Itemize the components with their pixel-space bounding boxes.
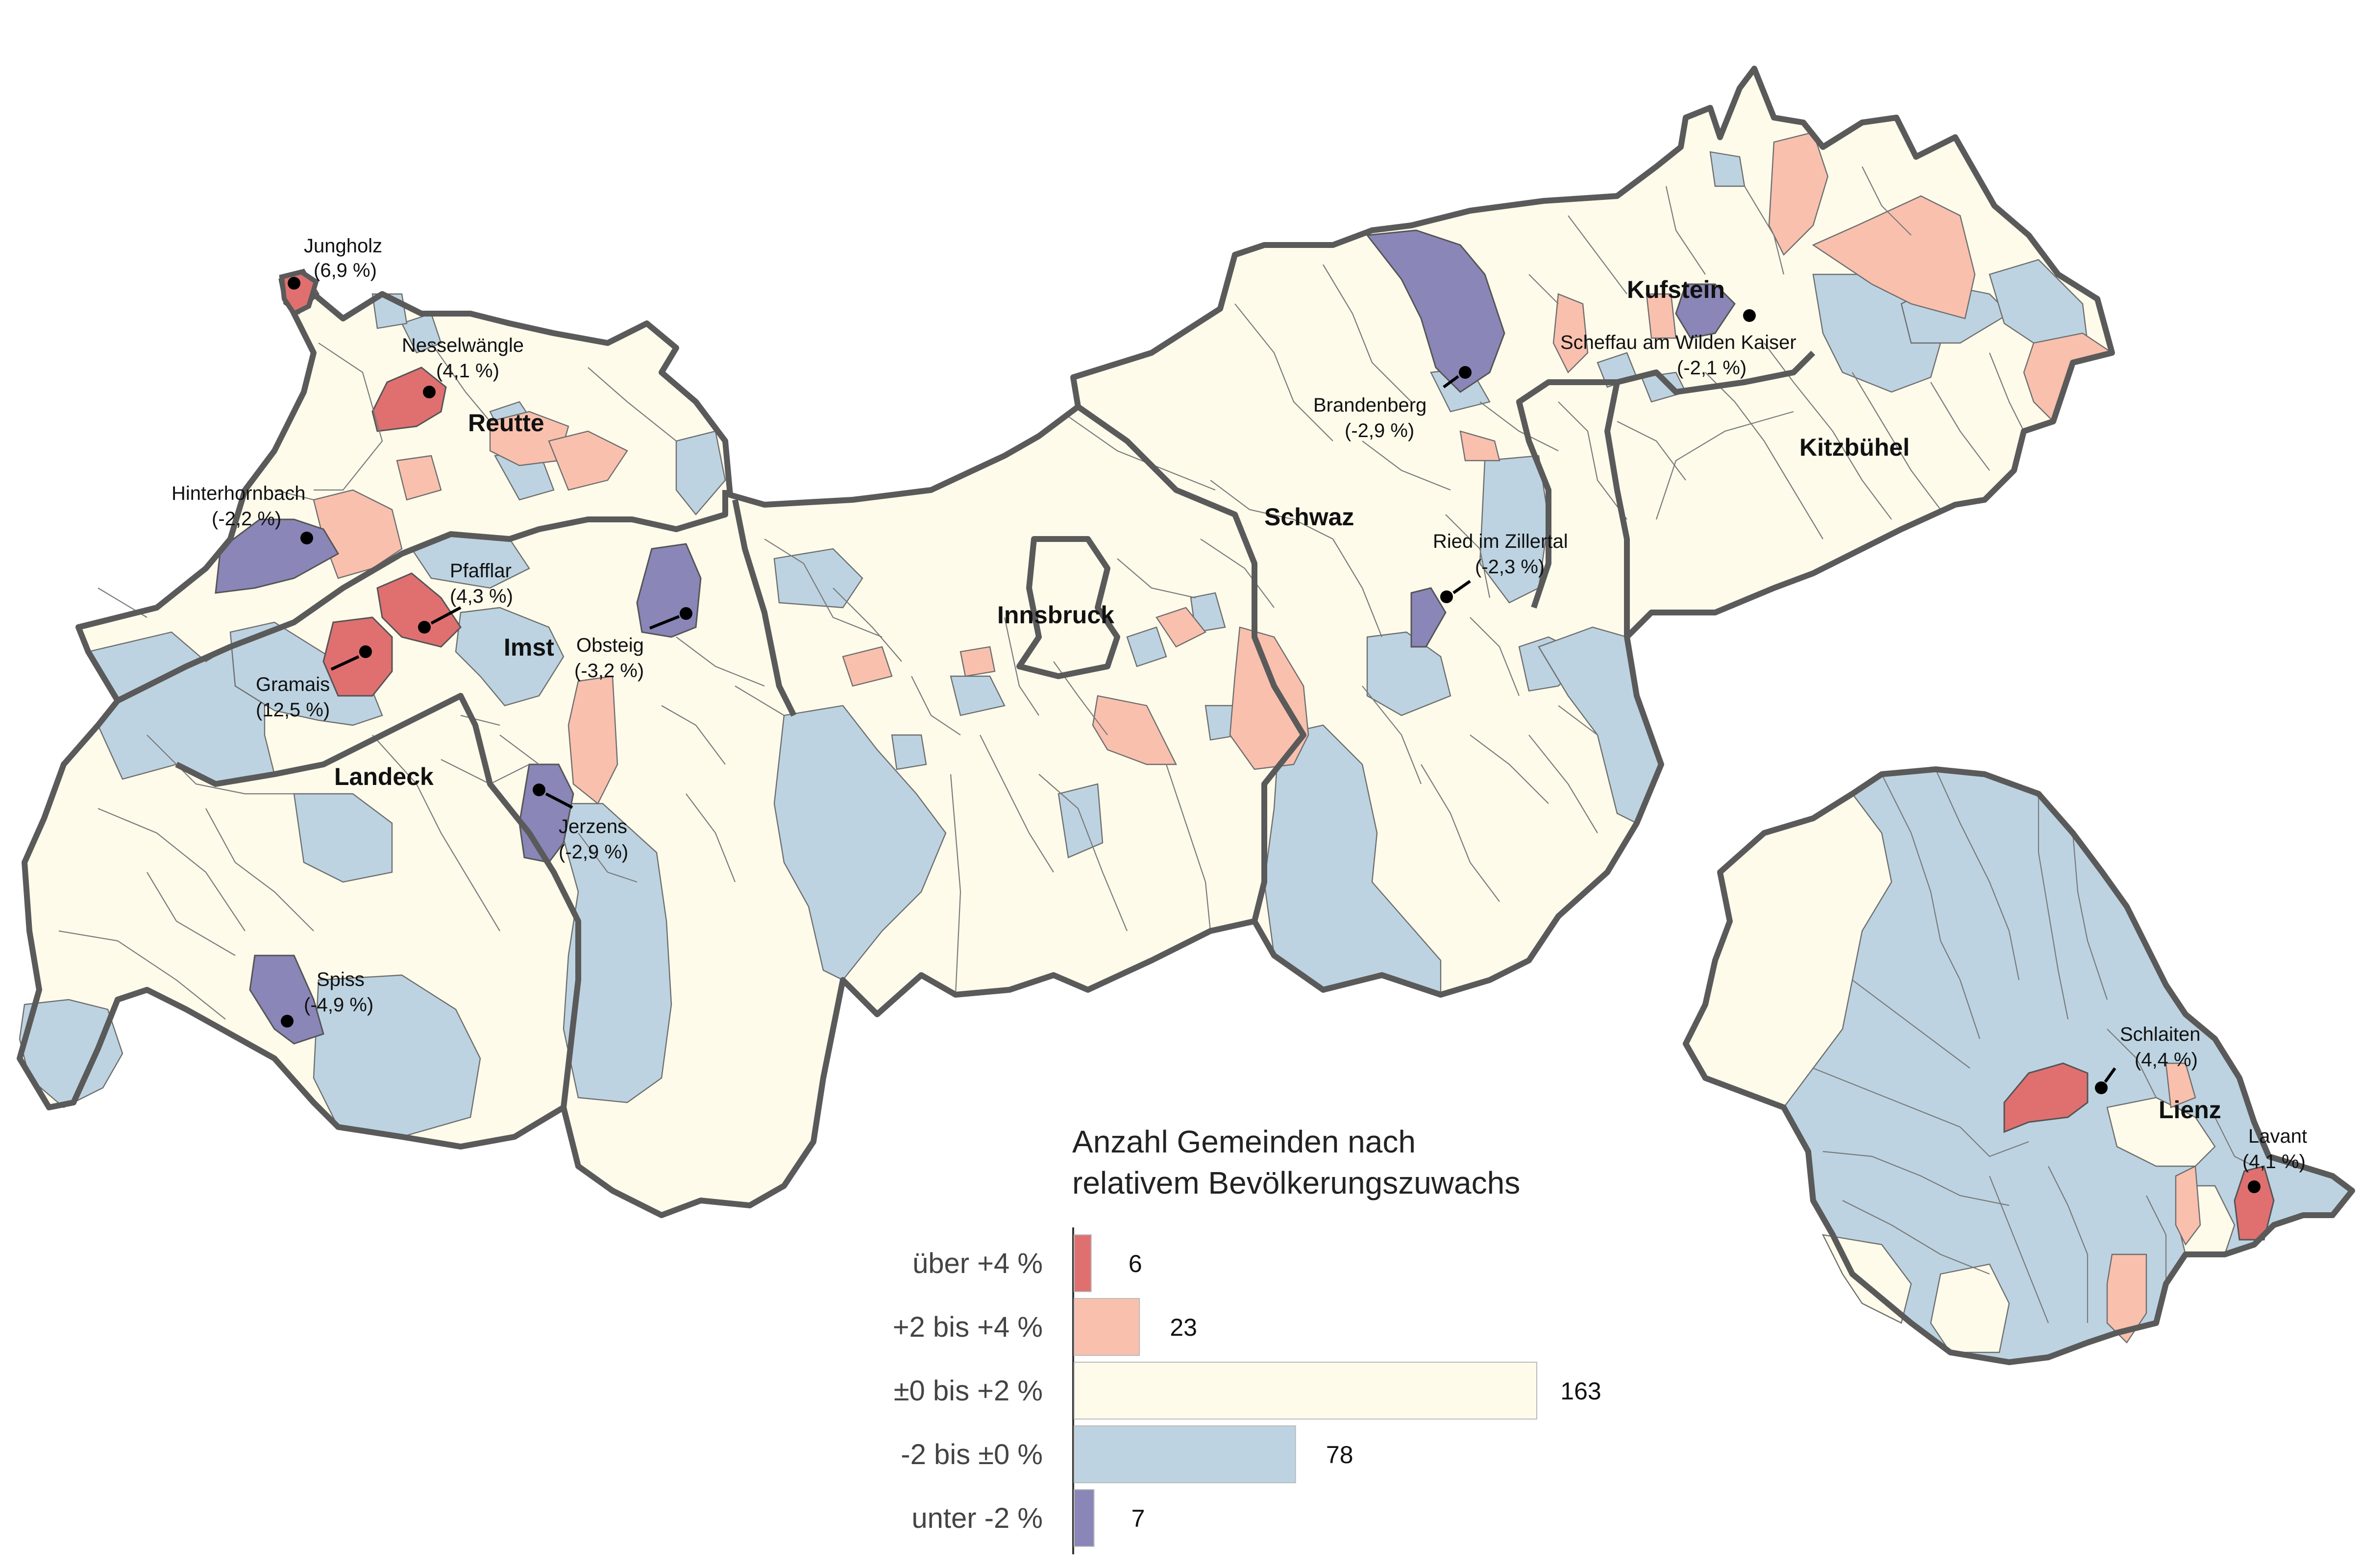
marker-brandenberg: Brandenberg (-2,9 %) (1313, 366, 1472, 441)
north-tyrol-outline (17, 66, 2115, 1218)
marker-spiss: Spiss (-4,9 %) (281, 969, 373, 1028)
svg-text:Pfafflar: Pfafflar (450, 560, 512, 582)
legend-bar (1074, 1298, 1140, 1356)
marker-ried: Ried im Zillertal (-2,3 %) (1433, 531, 1568, 603)
svg-text:Jungholz: Jungholz (304, 235, 382, 257)
east-tyrol-outline (1683, 766, 2355, 1365)
legend-bar (1074, 1489, 1095, 1547)
svg-text:(4,1 %): (4,1 %) (2242, 1151, 2306, 1173)
district-label-innsbruck: Innsbruck (997, 601, 1114, 629)
svg-text:Nesselwängle: Nesselwängle (402, 335, 524, 356)
svg-text:(-4,9 %): (-4,9 %) (304, 994, 373, 1016)
legend-count: 78 (1326, 1441, 1353, 1469)
svg-text:(4,4 %): (4,4 %) (2135, 1049, 2198, 1071)
legend-title-line2: relativem Bevölkerungszuwachs (1072, 1165, 1520, 1200)
jungholz-exclave (279, 269, 319, 317)
marker-scheffau: Scheffau am Wilden Kaiser (-2,1 %) (1560, 309, 1796, 379)
legend-category-label: +2 bis +4 % (893, 1311, 1043, 1343)
marker-jungholz: Jungholz (6,9 %) (288, 235, 382, 290)
district-label-kitzbuehel: Kitzbühel (1799, 434, 1910, 461)
svg-text:(-2,1 %): (-2,1 %) (1677, 357, 1746, 379)
district-label-imst: Imst (504, 634, 554, 661)
legend-bar (1074, 1362, 1537, 1420)
svg-text:Gramais: Gramais (256, 674, 330, 695)
legend-count: 7 (1131, 1505, 1145, 1532)
east-tyrol-growth (2106, 1062, 2201, 1344)
svg-text:(4,1 %): (4,1 %) (436, 360, 499, 382)
legend-bar (1074, 1425, 1296, 1483)
district-label-landeck: Landeck (334, 763, 434, 790)
north-tyrol-base (20, 69, 2112, 1215)
east-tyrol (1683, 766, 2355, 1365)
svg-text:Obsteig: Obsteig (576, 635, 644, 656)
growth-regions (313, 131, 2114, 805)
marker-gramais: Gramais (12,5 %) (256, 645, 372, 721)
east-tyrol-cream (1685, 793, 2236, 1353)
legend-category-label: -2 bis ±0 % (901, 1439, 1043, 1470)
svg-text:(4,3 %): (4,3 %) (450, 586, 513, 607)
svg-text:Lavant: Lavant (2248, 1126, 2307, 1147)
municipality-markers: Jungholz (6,9 %) Nesselwängle (4,1 %) Hi… (172, 235, 2307, 1193)
legend: Anzahl Gemeinden nach relativem Bevölker… (893, 1124, 1601, 1554)
marker-nesselwaengle: Nesselwängle (4,1 %) (402, 335, 524, 398)
svg-text:(6,9 %): (6,9 %) (314, 260, 377, 281)
decline-regions (19, 151, 2089, 1138)
legend-count: 6 (1129, 1250, 1142, 1277)
legend-count: 163 (1560, 1377, 1601, 1405)
legend-category-label: über +4 % (912, 1248, 1043, 1279)
district-borders (116, 350, 1816, 1108)
district-labels: Reutte Imst Landeck Innsbruck Schwaz Kuf… (334, 276, 2221, 1124)
legend-title-line1: Anzahl Gemeinden nach (1072, 1124, 1416, 1159)
legend-rows: über +4 % 6 +2 bis +4 % 23 ±0 bis +2 % 163 -2 … (893, 1234, 1601, 1547)
legend-category-label: unter -2 % (911, 1502, 1043, 1534)
marker-obsteig: Obsteig (-3,2 %) (574, 607, 692, 682)
svg-text:(-2,2 %): (-2,2 %) (212, 508, 281, 530)
marker-pfafflar: Pfafflar (4,3 %) (418, 560, 513, 634)
svg-text:(-2,9 %): (-2,9 %) (1345, 420, 1414, 441)
svg-text:Jerzens: Jerzens (559, 816, 627, 837)
svg-text:Spiss: Spiss (317, 969, 365, 990)
legend-category-label: ±0 bis +2 % (894, 1375, 1043, 1407)
east-tyrol-strong-growth (2003, 1062, 2275, 1241)
svg-text:Hinterhornbach: Hinterhornbach (172, 483, 306, 504)
svg-text:(-2,3 %): (-2,3 %) (1475, 556, 1545, 578)
district-label-schwaz: Schwaz (1264, 503, 1354, 531)
svg-text:Scheffau am Wilden Kaiser: Scheffau am Wilden Kaiser (1560, 332, 1796, 353)
municipality-boundaries (58, 166, 2024, 1020)
legend-count: 23 (1170, 1314, 1197, 1341)
marker-jerzens: Jerzens (-2,9 %) (533, 784, 628, 863)
marker-lavant: Lavant (4,1 %) (2242, 1126, 2307, 1193)
district-label-reutte: Reutte (468, 409, 544, 437)
district-label-kufstein: Kufstein (1627, 276, 1725, 303)
marker-hinterhornbach: Hinterhornbach (-2,2 %) (172, 483, 313, 544)
svg-text:Brandenberg: Brandenberg (1313, 394, 1426, 416)
svg-text:(12,5 %): (12,5 %) (256, 699, 330, 721)
east-tyrol-boundaries (1813, 769, 2255, 1323)
legend-bar (1074, 1234, 1092, 1292)
district-label-lienz: Lienz (2159, 1096, 2221, 1124)
svg-text:Schlaiten: Schlaiten (2120, 1024, 2201, 1045)
svg-text:Ried im Zillertal: Ried im Zillertal (1433, 531, 1568, 552)
svg-text:(-2,9 %): (-2,9 %) (559, 841, 628, 863)
marker-schlaiten: Schlaiten (4,4 %) (2095, 1024, 2201, 1094)
svg-text:(-3,2 %): (-3,2 %) (574, 660, 644, 682)
